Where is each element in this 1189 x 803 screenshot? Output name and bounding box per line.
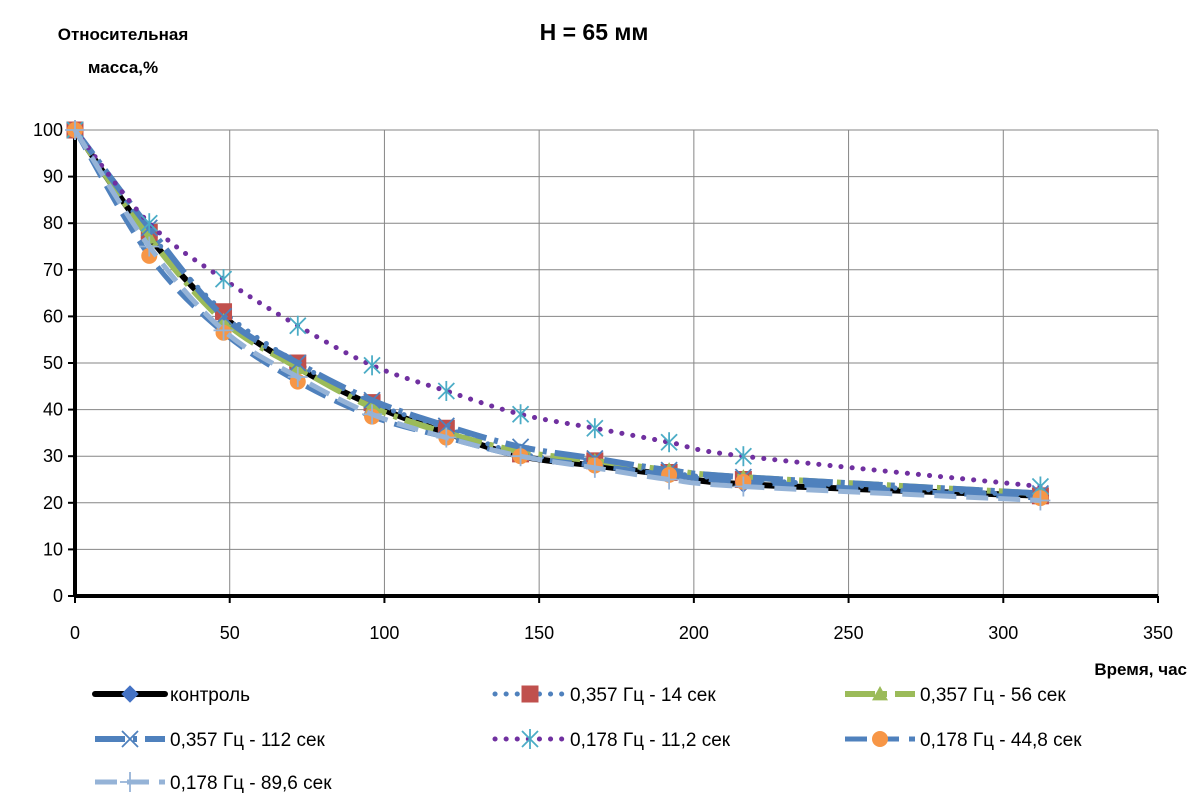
data-point bbox=[659, 469, 680, 490]
grid bbox=[75, 129, 1159, 596]
legend-item: 0,178 Гц - 44,8 сек bbox=[845, 730, 1082, 751]
y-tick-label: 40 bbox=[43, 400, 63, 420]
data-point bbox=[121, 730, 139, 748]
x-tick-label: 350 bbox=[1143, 623, 1173, 643]
data-point bbox=[521, 685, 539, 703]
data-point bbox=[660, 432, 678, 453]
x-tick-label: 300 bbox=[988, 623, 1018, 643]
series-7 bbox=[65, 120, 1051, 511]
series-line bbox=[72, 128, 1041, 503]
data-point bbox=[213, 320, 234, 341]
data-point bbox=[1030, 490, 1051, 511]
legend-label: 0,357 Гц - 14 сек bbox=[570, 685, 716, 706]
data-point bbox=[872, 686, 888, 701]
data-point bbox=[214, 269, 233, 290]
data-point bbox=[733, 476, 754, 497]
legend-item: 0,178 Гц - 89,6 сек bbox=[95, 772, 332, 794]
y-tick-label: 70 bbox=[43, 260, 63, 280]
data-point bbox=[510, 446, 531, 467]
data-point bbox=[521, 729, 539, 749]
data-point bbox=[139, 236, 160, 257]
y-tick-label: 50 bbox=[43, 353, 63, 373]
y-tick-label: 80 bbox=[43, 213, 63, 233]
data-point bbox=[289, 359, 306, 375]
legend-item: 0,357 Гц - 14 сек bbox=[492, 685, 716, 706]
data-point bbox=[586, 418, 604, 439]
x-tick-label: 250 bbox=[834, 623, 864, 643]
data-point bbox=[437, 380, 455, 401]
x-tick-label: 0 bbox=[70, 623, 80, 643]
data-point bbox=[121, 685, 139, 703]
legend-item: контроль bbox=[92, 685, 250, 706]
legend-label: 0,357 Гц - 56 сек bbox=[920, 685, 1066, 706]
y-tick-label: 30 bbox=[43, 446, 63, 466]
chart-title: H = 65 мм bbox=[540, 19, 649, 45]
x-tick-label: 50 bbox=[220, 623, 240, 643]
legend-item: 0,357 Гц - 56 сек bbox=[845, 685, 1066, 706]
data-point bbox=[436, 427, 457, 448]
legend-item: 0,178 Гц - 11,2 сек bbox=[492, 729, 731, 751]
data-point bbox=[363, 391, 381, 409]
data-point bbox=[511, 404, 530, 425]
x-axis-title: Время, час bbox=[1094, 660, 1187, 679]
x-tick-label: 100 bbox=[369, 623, 399, 643]
y-tick-label: 0 bbox=[53, 586, 63, 606]
data-point bbox=[734, 446, 753, 467]
data-point bbox=[584, 457, 605, 478]
data-point bbox=[120, 772, 140, 792]
data-point bbox=[140, 213, 158, 234]
legend-label: 0,178 Гц - 11,2 сек bbox=[570, 730, 731, 751]
data-point bbox=[437, 417, 455, 435]
data-point bbox=[289, 315, 307, 336]
series-layer bbox=[65, 120, 1051, 511]
data-point bbox=[214, 307, 233, 326]
axes: 0 50 100 150 200 250 300 350 0 10 20 30 40 50 60 70 80 90… bbox=[33, 120, 1173, 643]
legend-label: 0,178 Гц - 44,8 сек bbox=[920, 730, 1082, 751]
x-tick-label: 200 bbox=[679, 623, 709, 643]
data-point bbox=[289, 354, 307, 372]
x-tick-label: 150 bbox=[524, 623, 554, 643]
y-tick-label: 100 bbox=[33, 120, 63, 140]
data-point bbox=[287, 366, 308, 387]
data-point bbox=[363, 355, 381, 376]
legend-label: 0,357 Гц - 112 сек bbox=[170, 730, 326, 751]
data-point bbox=[65, 120, 85, 140]
data-point bbox=[362, 404, 383, 425]
y-tick-label: 60 bbox=[43, 306, 63, 326]
series-line bbox=[72, 128, 1041, 497]
legend-item: 0,357 Гц - 112 сек bbox=[95, 730, 326, 751]
legend-label: контроль bbox=[170, 685, 250, 706]
y-axis-title-line-1: Относительная bbox=[58, 25, 189, 44]
y-tick-label: 10 bbox=[43, 539, 63, 559]
y-tick-label: 20 bbox=[43, 493, 63, 513]
data-point bbox=[872, 731, 888, 747]
legend: контроль 0,357 Гц - 14 сек 0,357 Гц - 56 с… bbox=[92, 685, 1082, 794]
y-tick-label: 90 bbox=[43, 167, 63, 187]
y-axis-title-line-2: масса,% bbox=[88, 58, 158, 77]
legend-label: 0,178 Гц - 89,6 сек bbox=[170, 773, 332, 794]
series-6 bbox=[67, 122, 1049, 507]
